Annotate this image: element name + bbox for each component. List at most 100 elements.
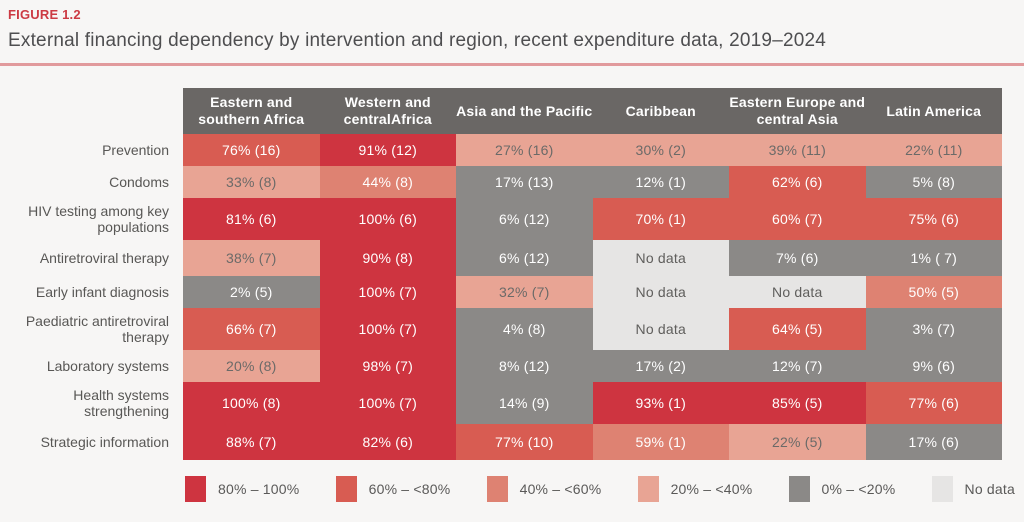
- heatmap-cell: 100% (7): [319, 382, 456, 424]
- heatmap-cell: 100% (8): [183, 382, 320, 424]
- column-header-4: Caribbean: [592, 88, 729, 134]
- heatmap-cell: 6% (12): [456, 198, 593, 240]
- heatmap-cell: 5% (8): [865, 166, 1002, 198]
- legend-label: 40% – <60%: [519, 481, 602, 497]
- heatmap-cell: 17% (6): [865, 424, 1002, 460]
- heatmap-cell: No data: [729, 276, 866, 308]
- heatmap-cell: 33% (8): [183, 166, 320, 198]
- heatmap-cell: No data: [592, 240, 729, 276]
- legend-item: 40% – <60%: [486, 476, 602, 502]
- title-rule: [0, 63, 1024, 66]
- heatmap-cell: 20% (8): [183, 350, 320, 382]
- table-row: HIV testing among key populations 81% (6)…: [0, 198, 1002, 240]
- heatmap-cell: 2% (5): [183, 276, 320, 308]
- heatmap-cell: 77% (10): [456, 424, 593, 460]
- heatmap-cell: 100% (6): [319, 198, 456, 240]
- heatmap-cell: 60% (7): [729, 198, 866, 240]
- figure-title: External financing dependency by interve…: [8, 30, 827, 51]
- row-label: Laboratory systems: [46, 357, 169, 374]
- legend-swatch: [637, 476, 659, 502]
- heatmap-cell: 44% (8): [319, 166, 456, 198]
- legend-label: 0% – <20%: [821, 481, 896, 497]
- heatmap-cell: 7% (6): [729, 240, 866, 276]
- heatmap-cell: 91% (12): [319, 134, 456, 166]
- legend-label: No data: [964, 481, 1015, 497]
- header-row: Eastern and southern Africa Western and c…: [0, 88, 1002, 134]
- heatmap-cell: 12% (7): [729, 350, 866, 382]
- heatmap-cell: 3% (7): [865, 308, 1002, 350]
- row-label: HIV testing among key populations: [28, 202, 169, 235]
- heatmap-cell: 6% (12): [456, 240, 593, 276]
- legend-item: 0% – <20%: [788, 476, 896, 502]
- heatmap-cell: 82% (6): [319, 424, 456, 460]
- heatmap-cell: 12% (1): [592, 166, 729, 198]
- row-label: Health systems strengthening: [73, 386, 169, 419]
- legend-swatch: [931, 476, 953, 502]
- legend-swatch: [486, 476, 508, 502]
- table-row: Strategic information 88% (7) 82% (6) 77% (…: [0, 424, 1002, 460]
- column-header-1: Eastern and southern Africa: [183, 88, 320, 134]
- column-header-3: Asia and the Pacific: [456, 88, 593, 134]
- legend-label: 60% – <80%: [368, 481, 451, 497]
- heatmap-cell: 100% (7): [319, 276, 456, 308]
- heatmap-cell: 22% (11): [865, 134, 1002, 166]
- legend-item: 80% – 100%: [185, 476, 299, 502]
- heatmap-cell: 32% (7): [456, 276, 593, 308]
- column-header-5: Eastern Europe and central Asia: [729, 88, 866, 134]
- heatmap-cell: 27% (16): [456, 134, 593, 166]
- column-header-2: Western and centralAfrica: [319, 88, 456, 134]
- heatmap-cell: 39% (11): [729, 134, 866, 166]
- heatmap-cell: 1% ( 7): [865, 240, 1002, 276]
- row-label: Condoms: [109, 173, 169, 190]
- heatmap-cell: 9% (6): [865, 350, 1002, 382]
- heatmap-cell: 93% (1): [592, 382, 729, 424]
- heatmap-cell: 4% (8): [456, 308, 593, 350]
- legend-swatch: [335, 476, 357, 502]
- heatmap-cell: 70% (1): [592, 198, 729, 240]
- heatmap-cell: 85% (5): [729, 382, 866, 424]
- row-label: Antiretroviral therapy: [39, 249, 169, 266]
- heatmap-cell: 59% (1): [592, 424, 729, 460]
- heatmap-cell: 77% (6): [865, 382, 1002, 424]
- legend-item: No data: [931, 476, 1015, 502]
- legend-item: 20% – <40%: [637, 476, 753, 502]
- legend-swatch: [788, 476, 810, 502]
- heatmap-cell: 17% (2): [592, 350, 729, 382]
- legend: 80% – 100% 60% – <80% 40% – <60% 20% – <40%…: [185, 476, 1015, 502]
- heatmap-cell: 30% (2): [592, 134, 729, 166]
- legend-label: 20% – <40%: [670, 481, 753, 497]
- heatmap-cell: 98% (7): [319, 350, 456, 382]
- heatmap-cell: 81% (6): [183, 198, 320, 240]
- heatmap-cell: 8% (12): [456, 350, 593, 382]
- heatmap-cell: 90% (8): [319, 240, 456, 276]
- table-row: Prevention 76% (16) 91% (12) 27% (16) 30% (2…: [0, 134, 1002, 166]
- legend-swatch: [185, 476, 206, 502]
- heatmap-table: Eastern and southern Africa Western and c…: [0, 88, 1002, 460]
- legend-item: 60% – <80%: [335, 476, 451, 502]
- heatmap-cell: 76% (16): [183, 134, 320, 166]
- heatmap-cell: 22% (5): [729, 424, 866, 460]
- heatmap-cell: 88% (7): [183, 424, 320, 460]
- heatmap-cell: No data: [592, 276, 729, 308]
- heatmap-cell: No data: [592, 308, 729, 350]
- legend-label: 80% – 100%: [218, 481, 300, 497]
- row-label: Strategic information: [40, 433, 169, 450]
- table-row: Early infant diagnosis 2% (5) 100% (7) 32% …: [0, 276, 1002, 308]
- table-row: Condoms 33% (8) 44% (8) 17% (13) 12% (1) 62% …: [0, 166, 1002, 198]
- table-row: Health systems strengthening 100% (8) 100%…: [0, 382, 1002, 424]
- heatmap-cell: 75% (6): [865, 198, 1002, 240]
- heatmap-cell: 64% (5): [729, 308, 866, 350]
- heatmap-cell: 14% (9): [456, 382, 593, 424]
- row-label: Prevention: [102, 141, 169, 158]
- table-row: Antiretroviral therapy 38% (7) 90% (8) 6% (…: [0, 240, 1002, 276]
- heatmap-cell: 62% (6): [729, 166, 866, 198]
- heatmap-cell: 17% (13): [456, 166, 593, 198]
- heatmap-cell: 38% (7): [183, 240, 320, 276]
- header-spacer: [0, 88, 183, 134]
- row-label: Early infant diagnosis: [35, 283, 169, 300]
- column-header-6: Latin America: [865, 88, 1002, 134]
- heatmap-cell: 50% (5): [865, 276, 1002, 308]
- figure-label: FIGURE 1.2: [8, 7, 81, 22]
- table-row: Paediatric antiretroviral therapy 66% (7)…: [0, 308, 1002, 350]
